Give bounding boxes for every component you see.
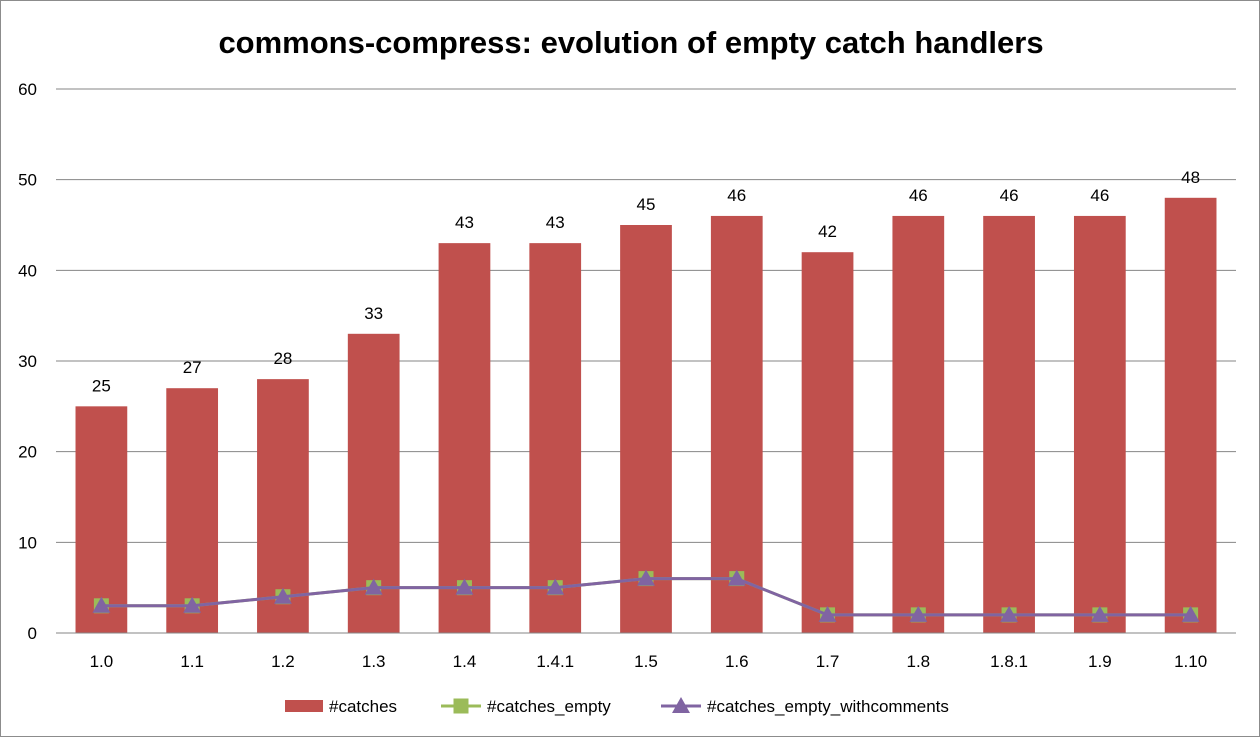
bar (1164, 197, 1217, 634)
x-axis: 1.0 1.1 1.2 1.3 1.4 1.4.1 1.5 1.6 1.7 1.8 1.8.1 1.9… (56, 632, 1236, 671)
x-tick-label: 1.0 (90, 652, 114, 671)
data-labels: 25 27 28 33 43 43 45 46 42 46 46 46 48 (92, 168, 1200, 396)
bar-series (75, 197, 1217, 634)
x-tick-label: 1.2 (271, 652, 295, 671)
legend-marker (672, 697, 690, 713)
legend-marker (453, 698, 469, 714)
bar-data-label: 33 (364, 304, 383, 323)
y-tick-label: 60 (18, 80, 37, 99)
triangle-marker (183, 596, 202, 613)
legend-swatch (285, 700, 323, 712)
bar (1073, 215, 1126, 633)
bar-data-label: 46 (909, 186, 928, 205)
triangle-marker (1181, 605, 1200, 622)
x-tick-label: 1.3 (362, 652, 386, 671)
triangle-marker (92, 596, 111, 613)
bar-data-label: 45 (637, 195, 656, 214)
triangle-marker (1090, 605, 1109, 622)
bar (166, 388, 219, 633)
legend-label: #catches (329, 697, 397, 716)
bar (75, 406, 128, 633)
y-axis-ticks: 0 10 20 30 40 50 60 (18, 80, 37, 643)
bar (710, 215, 763, 633)
x-tick-label: 1.4.1 (536, 652, 574, 671)
y-tick-label: 50 (18, 171, 37, 190)
triangle-marker (455, 578, 474, 595)
chart-title: commons-compress: evolution of empty cat… (218, 25, 1043, 60)
y-tick-label: 40 (18, 261, 37, 280)
triangle-marker (273, 587, 292, 604)
x-tick-label: 1.5 (634, 652, 658, 671)
bar (620, 225, 672, 633)
triangle-marker (364, 578, 383, 595)
x-tick-label: 1.8.1 (990, 652, 1028, 671)
x-tick-label: 1.4 (453, 652, 477, 671)
bar-data-label: 48 (1181, 168, 1200, 187)
bar (438, 243, 491, 633)
triangle-marker (637, 569, 655, 586)
bar-data-label: 43 (455, 213, 474, 232)
x-tick-label: 1.6 (725, 652, 749, 671)
bar-data-label: 46 (1090, 186, 1109, 205)
y-tick-label: 0 (28, 624, 37, 643)
bar-data-label: 27 (183, 358, 202, 377)
triangle-marker (727, 569, 746, 586)
bar (801, 252, 854, 633)
bar-data-label: 25 (92, 376, 111, 395)
legend-label: #catches_empty (487, 697, 611, 716)
x-tick-label: 1.10 (1174, 652, 1207, 671)
triangle-marker (818, 605, 837, 622)
x-tick-label: 1.7 (816, 652, 840, 671)
legend-label: #catches_empty_withcomments (707, 697, 949, 716)
legend: #catches #catches_empty #catches_empty_wit… (285, 697, 949, 716)
y-tick-label: 20 (18, 443, 37, 462)
triangle-marker (546, 578, 565, 595)
bar-data-label: 42 (818, 222, 837, 241)
triangle-marker (909, 605, 928, 622)
line-series (92, 569, 1200, 623)
bar-data-label: 43 (546, 213, 565, 232)
bar (983, 215, 1035, 633)
x-tick-label: 1.1 (180, 652, 204, 671)
y-tick-label: 10 (18, 533, 37, 552)
bar-data-label: 46 (727, 186, 746, 205)
x-tick-label: 1.8 (906, 652, 930, 671)
bar (529, 243, 582, 633)
x-tick-label: 1.9 (1088, 652, 1112, 671)
triangle-marker (1000, 605, 1019, 622)
bar (892, 215, 945, 633)
bar-data-label: 28 (273, 349, 292, 368)
y-tick-label: 30 (18, 352, 37, 371)
bar-data-label: 46 (1000, 186, 1019, 205)
